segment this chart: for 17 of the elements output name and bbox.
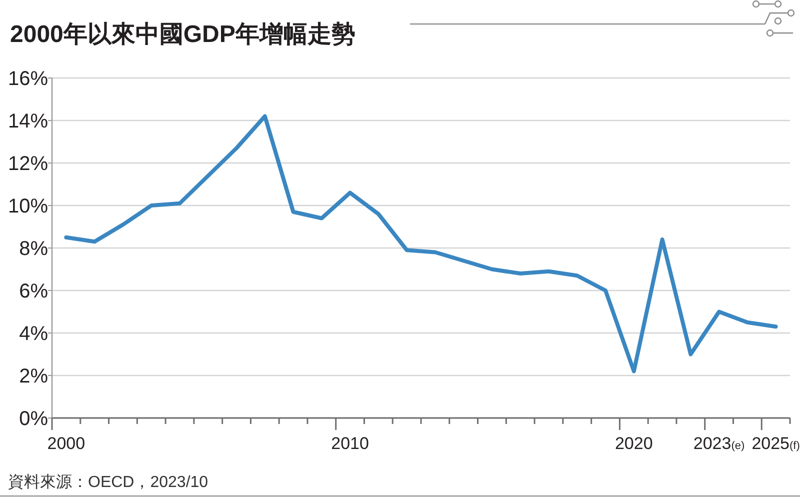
x-tick-label: 2010 [331,434,369,453]
source-note: 資料來源：OECD，2023/10 [8,473,208,491]
line-series [64,114,778,374]
y-tick-label: 14% [8,110,48,132]
y-tick-label: 8% [19,238,48,260]
y-tick-label: 0% [19,408,48,430]
x-tick-label: 2023(e) [693,434,745,453]
x-tick-label: 2000 [47,434,86,453]
chart-title: 2000年以來中國GDP年增幅走勢 [10,21,356,48]
y-tick-label: 12% [8,153,48,175]
y-tick-label: 10% [8,196,48,218]
x-tick-label: 2020 [614,434,653,453]
y-tick-label: 2% [19,366,48,388]
x-tick-label: 2025(f) [752,434,800,453]
y-tick-label: 16% [8,68,48,90]
y-tick-label: 4% [19,323,48,345]
y-tick-label: 6% [19,280,48,302]
